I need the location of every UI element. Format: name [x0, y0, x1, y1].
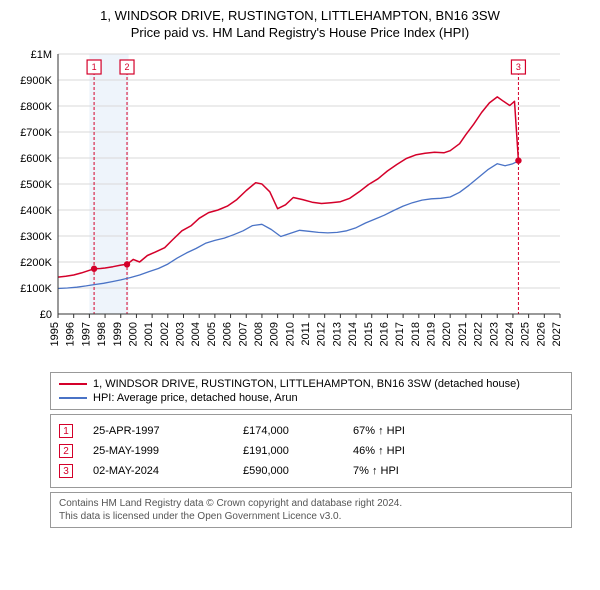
svg-text:2018: 2018	[410, 322, 422, 346]
svg-text:2011: 2011	[300, 322, 312, 346]
event-pct: 46% ↑ HPI	[353, 445, 453, 457]
legend-box: 1, WINDSOR DRIVE, RUSTINGTON, LITTLEHAMP…	[50, 372, 572, 410]
chart-area: £0 £100K £200K £300K £400K £500K £600K £700K £80…	[10, 46, 590, 366]
event-price: £191,000	[243, 445, 353, 457]
svg-text:2014: 2014	[347, 322, 359, 346]
title-block: 1, WINDSOR DRIVE, RUSTINGTON, LITTLEHAMP…	[10, 8, 590, 40]
svg-text:2001: 2001	[143, 322, 155, 346]
event-row: 2 25-MAY-1999£191,00046% ↑ HPI	[59, 441, 563, 461]
svg-text:2023: 2023	[488, 322, 500, 346]
event-pct: 7% ↑ HPI	[353, 465, 453, 477]
svg-text:2026: 2026	[535, 322, 547, 346]
svg-text:£900K: £900K	[20, 75, 52, 87]
svg-text:£700K: £700K	[20, 127, 52, 139]
svg-text:2025: 2025	[520, 322, 532, 346]
legend-label: HPI: Average price, detached house, Arun	[93, 392, 298, 404]
legend-swatch	[59, 383, 87, 385]
line-chart-svg: £0 £100K £200K £300K £400K £500K £600K £700K £80…	[10, 46, 570, 366]
event-row: 1 25-APR-1997£174,00067% ↑ HPI	[59, 421, 563, 441]
event-date: 25-APR-1997	[93, 425, 243, 437]
chart-container: 1, WINDSOR DRIVE, RUSTINGTON, LITTLEHAMP…	[0, 0, 600, 534]
svg-text:2000: 2000	[127, 322, 139, 346]
svg-text:2027: 2027	[551, 322, 563, 346]
svg-text:1996: 1996	[65, 322, 77, 346]
event-marker: 3	[59, 464, 73, 478]
footer-attribution: Contains HM Land Registry data © Crown c…	[50, 492, 572, 528]
event-pct: 67% ↑ HPI	[353, 425, 453, 437]
svg-text:2021: 2021	[457, 322, 469, 346]
svg-text:1: 1	[92, 62, 97, 72]
legend-row: HPI: Average price, detached house, Arun	[59, 391, 563, 405]
svg-text:2012: 2012	[316, 322, 328, 346]
event-marker: 1	[59, 424, 73, 438]
svg-text:2002: 2002	[159, 322, 171, 346]
legend-swatch	[59, 397, 87, 399]
svg-text:2006: 2006	[222, 322, 234, 346]
svg-text:2004: 2004	[190, 322, 202, 346]
svg-text:£800K: £800K	[20, 101, 52, 113]
svg-text:£400K: £400K	[20, 205, 52, 217]
svg-text:2024: 2024	[504, 322, 516, 346]
footer-line1: Contains HM Land Registry data © Crown c…	[59, 497, 563, 510]
svg-text:£200K: £200K	[20, 257, 52, 269]
svg-text:1999: 1999	[112, 322, 124, 346]
title-line2: Price paid vs. HM Land Registry's House …	[10, 25, 590, 40]
event-price: £590,000	[243, 465, 353, 477]
event-marker: 2	[59, 444, 73, 458]
svg-text:2019: 2019	[426, 322, 438, 346]
event-date: 25-MAY-1999	[93, 445, 243, 457]
svg-text:3: 3	[516, 62, 521, 72]
event-price: £174,000	[243, 425, 353, 437]
svg-text:£100K: £100K	[20, 283, 52, 295]
legend-label: 1, WINDSOR DRIVE, RUSTINGTON, LITTLEHAMP…	[93, 378, 520, 390]
svg-text:2007: 2007	[237, 322, 249, 346]
legend-row: 1, WINDSOR DRIVE, RUSTINGTON, LITTLEHAMP…	[59, 377, 563, 391]
svg-text:2022: 2022	[473, 322, 485, 346]
svg-text:1997: 1997	[80, 322, 92, 346]
svg-text:2010: 2010	[284, 322, 296, 346]
svg-text:£0: £0	[40, 309, 52, 321]
svg-text:£600K: £600K	[20, 153, 52, 165]
events-table: 1 25-APR-1997£174,00067% ↑ HPI 2 25-MAY-199…	[50, 414, 572, 488]
svg-text:2: 2	[125, 62, 130, 72]
svg-text:2008: 2008	[253, 322, 265, 346]
svg-text:£300K: £300K	[20, 231, 52, 243]
svg-text:£1M: £1M	[31, 49, 52, 61]
svg-text:1998: 1998	[96, 322, 108, 346]
event-row: 3 02-MAY-2024£590,0007% ↑ HPI	[59, 461, 563, 481]
svg-text:2003: 2003	[175, 322, 187, 346]
svg-text:2016: 2016	[378, 322, 390, 346]
svg-text:2020: 2020	[441, 322, 453, 346]
svg-text:2009: 2009	[269, 322, 281, 346]
event-date: 02-MAY-2024	[93, 465, 243, 477]
svg-text:2005: 2005	[206, 322, 218, 346]
svg-text:2013: 2013	[331, 322, 343, 346]
title-line1: 1, WINDSOR DRIVE, RUSTINGTON, LITTLEHAMP…	[10, 8, 590, 23]
footer-line2: This data is licensed under the Open Gov…	[59, 510, 563, 523]
svg-text:1995: 1995	[49, 322, 61, 346]
svg-text:2015: 2015	[363, 322, 375, 346]
svg-text:£500K: £500K	[20, 179, 52, 191]
svg-text:2017: 2017	[394, 322, 406, 346]
